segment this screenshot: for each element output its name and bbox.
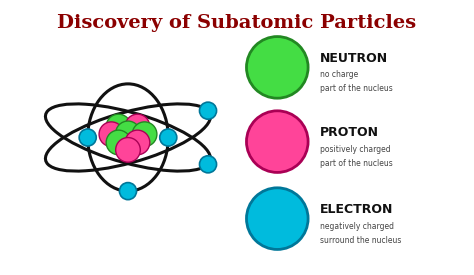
- Text: NEUTRON: NEUTRON: [320, 52, 388, 65]
- Text: PROTON: PROTON: [320, 126, 379, 139]
- Ellipse shape: [246, 188, 308, 249]
- Ellipse shape: [132, 122, 157, 147]
- Ellipse shape: [99, 122, 124, 147]
- Ellipse shape: [79, 129, 96, 146]
- Ellipse shape: [160, 129, 177, 146]
- Ellipse shape: [125, 130, 150, 155]
- Text: negatively charged: negatively charged: [320, 222, 394, 231]
- Ellipse shape: [119, 183, 137, 200]
- Ellipse shape: [200, 156, 217, 173]
- Text: Discovery of Subatomic Particles: Discovery of Subatomic Particles: [57, 14, 417, 32]
- Ellipse shape: [200, 102, 217, 119]
- Text: no charge: no charge: [320, 70, 358, 79]
- Ellipse shape: [106, 114, 131, 139]
- Ellipse shape: [125, 114, 150, 139]
- Ellipse shape: [116, 121, 140, 146]
- Text: positively charged: positively charged: [320, 145, 391, 154]
- Text: surround the nucleus: surround the nucleus: [320, 236, 401, 244]
- Text: part of the nucleus: part of the nucleus: [320, 84, 392, 93]
- Ellipse shape: [246, 111, 308, 172]
- Text: part of the nucleus: part of the nucleus: [320, 159, 392, 167]
- Ellipse shape: [116, 138, 140, 162]
- Ellipse shape: [106, 130, 131, 155]
- Text: ELECTRON: ELECTRON: [320, 203, 393, 216]
- Ellipse shape: [246, 37, 308, 98]
